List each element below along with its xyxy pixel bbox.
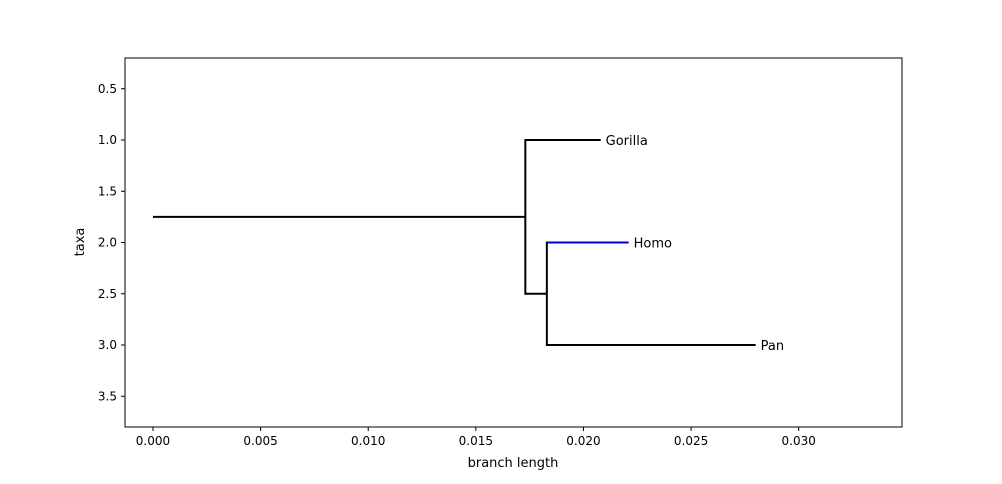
x-tick-label: 0.010 — [351, 434, 385, 448]
y-tick-label: 3.0 — [98, 338, 117, 352]
y-axis-label: taxa — [73, 228, 88, 257]
y-tick-label: 1.0 — [98, 133, 117, 147]
branches-layer — [152, 139, 756, 346]
x-axis-label: branch length — [468, 456, 559, 471]
taxon-label-homo: Homo — [634, 237, 672, 252]
x-tick-label: 0.005 — [243, 434, 277, 448]
y-tick-label: 1.5 — [98, 184, 117, 198]
x-tick-label: 0.000 — [136, 434, 170, 448]
y-tick-label: 0.5 — [98, 82, 117, 96]
taxa-labels-layer: Gorilla Homo Pan — [606, 134, 784, 354]
x-tick-label: 0.030 — [782, 434, 816, 448]
taxon-label-gorilla: Gorilla — [606, 134, 648, 149]
y-tick-label: 2.0 — [98, 236, 117, 250]
y-tick-label: 2.5 — [98, 287, 117, 301]
plot-area-background — [125, 58, 902, 427]
x-axis-ticks: 0.000 0.005 0.010 0.015 0.020 0.025 0.030 — [136, 427, 816, 448]
taxon-label-pan: Pan — [761, 339, 784, 354]
x-tick-label: 0.020 — [566, 434, 600, 448]
y-axis-ticks: 0.5 1.0 1.5 2.0 2.5 3.0 3.5 — [98, 82, 125, 403]
y-tick-label: 3.5 — [98, 389, 117, 403]
x-tick-label: 0.025 — [674, 434, 708, 448]
x-tick-label: 0.015 — [459, 434, 493, 448]
